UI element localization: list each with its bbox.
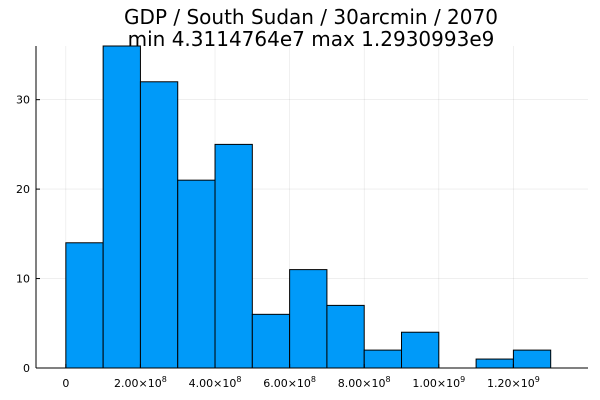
- x-tick-label-2: 4.00×108: [189, 375, 242, 390]
- y-tick-label-2: 20: [16, 183, 30, 196]
- x-tick-label-6: 1.20×109: [487, 375, 540, 390]
- x-tick-label-3: 6.00×108: [263, 375, 316, 390]
- histogram-bar-0: [65, 242, 104, 369]
- histogram-bars: [65, 45, 552, 369]
- histogram-bar-12: [512, 349, 552, 369]
- x-axis-ticks: 0 2.00×108 4.00×108 6.00×108 8.00×108 1.00×10…: [62, 364, 540, 390]
- histogram-bar-6: [289, 269, 328, 369]
- histogram-bar-4: [214, 143, 253, 369]
- chart-title-line-2: min 4.3114764e7 max 1.2930993e9: [128, 27, 495, 51]
- histogram-bar-2: [139, 81, 179, 369]
- x-tick-label-4: 8.00×108: [338, 375, 391, 390]
- histogram-bar-7: [326, 304, 365, 369]
- histogram-bar-9: [401, 331, 440, 369]
- histogram-bar-11: [475, 358, 514, 369]
- y-axis-ticks: 0 10 20 30: [16, 94, 40, 375]
- chart-title-line-1: GDP / South Sudan / 30arcmin / 2070: [124, 5, 498, 29]
- y-tick-label-3: 30: [16, 94, 30, 107]
- histogram-bar-1: [102, 45, 141, 369]
- x-tick-label-0: 0: [62, 377, 69, 390]
- histogram-bar-3: [177, 179, 216, 369]
- y-tick-label-0: 0: [23, 362, 30, 375]
- x-tick-label-1: 2.00×108: [114, 375, 167, 390]
- x-tick-label-5: 1.00×109: [412, 375, 465, 390]
- y-tick-label-1: 10: [16, 273, 30, 286]
- histogram-bar-5: [251, 313, 291, 369]
- histogram-bar-8: [363, 349, 403, 369]
